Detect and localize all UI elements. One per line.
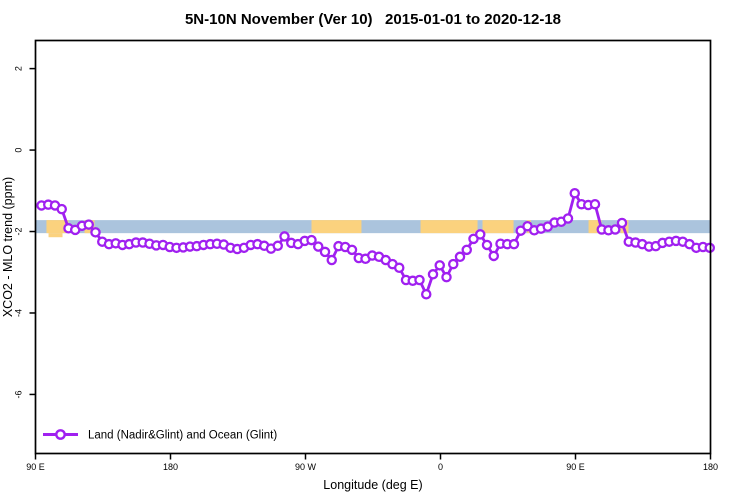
land-segment xyxy=(420,220,478,234)
y-tick-label: 0 xyxy=(14,148,24,153)
land-band-group xyxy=(46,220,629,238)
land-segment xyxy=(46,220,69,234)
land-overflow-segment xyxy=(48,233,63,238)
x-axis: 90 E 180 90 W 0 90 E 180 xyxy=(26,453,718,472)
land-segment xyxy=(311,220,362,234)
legend-label: Land (Nadir&Glint) and Ocean (Glint) xyxy=(88,430,277,442)
y-tick-label: -6 xyxy=(14,390,24,398)
y-axis-title: XCO2 - MLO trend (ppm) xyxy=(1,177,15,317)
data-point xyxy=(393,262,405,274)
x-tick-label: 180 xyxy=(703,462,718,472)
data-point xyxy=(279,231,290,242)
y-tick-label: 2 xyxy=(14,66,24,71)
x-tick-label: 90 W xyxy=(295,462,317,472)
x-tick-label: 90 E xyxy=(26,462,45,472)
data-point xyxy=(414,274,425,286)
chart-title: 5N-10N November (Ver 10) 2015-01-01 to 2… xyxy=(185,11,561,28)
data-point xyxy=(481,239,493,251)
data-point xyxy=(474,229,486,240)
data-point xyxy=(90,227,101,238)
data-point xyxy=(508,238,520,250)
data-point xyxy=(420,288,432,300)
data-point xyxy=(461,244,472,256)
data-point xyxy=(83,219,95,230)
data-point xyxy=(616,217,628,229)
legend: Land (Nadir&Glint) and Ocean (Glint) xyxy=(43,429,277,442)
data-point xyxy=(562,213,574,224)
plot-border xyxy=(34,39,712,455)
legend-marker-icon xyxy=(55,429,66,440)
data-point xyxy=(610,224,621,235)
land-segment xyxy=(482,220,514,234)
x-tick-label: 0 xyxy=(438,462,443,472)
data-point xyxy=(312,241,324,252)
x-tick-label: 180 xyxy=(163,462,178,472)
data-point xyxy=(569,187,581,199)
data-point xyxy=(454,251,466,263)
x-axis-title: Longitude (deg E) xyxy=(323,478,422,492)
data-point xyxy=(346,244,358,256)
data-point xyxy=(272,240,283,252)
data-point xyxy=(326,254,337,266)
data-point xyxy=(441,271,452,283)
data-point xyxy=(306,234,317,246)
data-series xyxy=(36,187,716,300)
y-axis: 2 0 -2 -4 -6 xyxy=(14,66,36,398)
x-tick-label: 90 E xyxy=(566,462,585,472)
data-point xyxy=(56,203,68,215)
data-point xyxy=(427,269,439,280)
data-point xyxy=(447,258,459,270)
data-point xyxy=(434,260,445,271)
data-point xyxy=(488,250,499,262)
y-tick-label: -2 xyxy=(14,228,24,236)
data-point xyxy=(589,198,601,210)
y-tick-label: -4 xyxy=(14,309,24,317)
data-point xyxy=(319,246,331,258)
